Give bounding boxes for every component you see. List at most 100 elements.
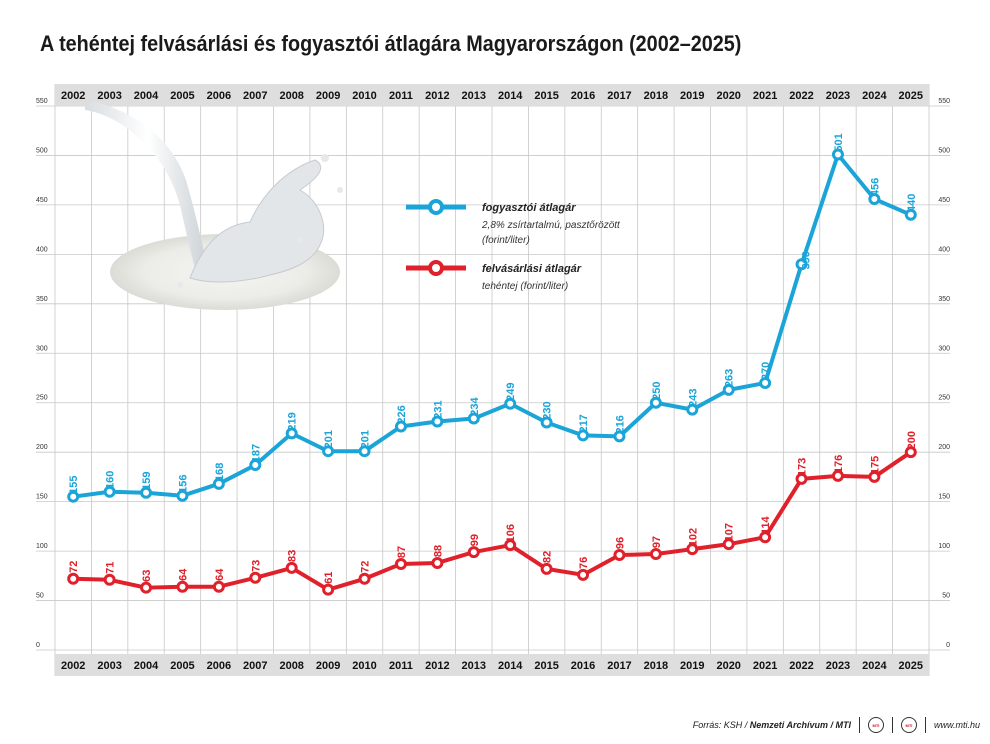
data-label: 243 [687,388,699,406]
x-tick-label: 2008 [279,660,303,672]
data-label: 231 [432,400,444,418]
data-label: 175 [869,456,881,474]
footer-separator [924,717,926,733]
x-tick-label: 2014 [498,660,523,672]
data-point [649,548,662,561]
data-label: 187 [250,444,262,462]
data-point [322,583,335,596]
data-point [285,427,298,440]
data-point [176,580,189,593]
data-point [577,429,590,442]
data-point [613,430,626,443]
data-label: 249 [505,383,517,401]
data-point [577,568,590,581]
data-point [722,383,735,396]
x-tick-label: 2019 [680,660,704,672]
data-label: 97 [651,536,663,548]
data-label: 159 [141,472,153,490]
x-tick-label: 2024 [862,90,887,102]
x-tick-label: 2002 [61,90,85,102]
data-label: 250 [651,382,663,400]
data-point [868,470,881,483]
data-point [212,580,225,593]
x-tick-label: 2019 [680,90,704,102]
x-tick-label: 2005 [170,660,194,672]
data-label: 96 [614,537,626,549]
x-tick-label: 2003 [97,660,121,672]
x-tick-label: 2012 [425,90,449,102]
data-point [759,531,772,544]
x-tick-label: 2025 [899,90,923,102]
x-tick-label: 2023 [826,90,850,102]
data-label: 263 [724,369,736,387]
legend-consumer-desc: 2,8% zsírtartalmú, pasztőrözött (forint/… [481,220,623,246]
website-link[interactable]: www.mti.hu [933,720,980,730]
data-point [358,572,371,585]
data-point [285,561,298,574]
year-band [55,654,929,676]
y-tick-label-right: 500 [938,147,950,154]
x-tick-label: 2003 [97,90,121,102]
data-label: 76 [578,557,590,569]
data-label: 156 [177,475,189,493]
data-point [103,485,116,498]
footer-separator [858,717,860,733]
data-point [795,258,808,271]
x-tick-label: 2013 [462,90,486,102]
legend-consumer-name: fogyasztói átlagár [482,202,576,214]
data-label: 173 [797,458,809,476]
x-tick-label: 2005 [170,90,194,102]
y-tick-label-left: 250 [36,395,48,402]
data-point [504,397,517,410]
data-label: 390 [801,251,813,269]
x-tick-label: 2006 [207,90,231,102]
milk-splash-illustration [85,100,343,310]
x-tick-label: 2017 [607,660,631,672]
data-label: 102 [687,528,699,546]
legend-consumer-desc-line2: (forint/liter) [482,235,530,246]
data-label: 72 [360,561,372,573]
y-tick-label-left: 100 [36,543,48,550]
source-credit: Forrás: KSH / Nemzeti Archívum / MTI [693,720,851,730]
x-tick-label: 2020 [716,660,740,672]
data-point [759,376,772,389]
y-tick-label-right: 250 [938,395,950,402]
y-tick-label-right: 350 [938,296,950,303]
x-tick-label: 2002 [61,660,85,672]
x-tick-label: 2012 [425,660,449,672]
data-label: 64 [177,568,189,581]
data-point [649,396,662,409]
footer: Forrás: KSH / Nemzeti Archívum / MTI MTI… [693,715,980,735]
x-tick-label: 2021 [753,660,777,672]
data-point [140,581,153,594]
legend-purchase-name: felvásárlási átlagár [482,263,582,275]
data-point [613,549,626,562]
x-tick-label: 2004 [134,90,159,102]
mti-logo-icon: MTI [867,717,884,733]
data-label: 63 [141,570,153,582]
data-label: 106 [505,524,517,542]
mti-logo-text: MTI [905,722,913,728]
x-tick-label: 2010 [352,90,376,102]
data-label: 226 [396,405,408,423]
data-point [358,445,371,458]
x-tick-label: 2024 [862,660,887,672]
data-label: 107 [724,523,736,541]
data-label: 155 [68,476,80,494]
data-label: 176 [833,455,845,473]
data-label: 82 [542,551,554,563]
data-label: 88 [432,545,444,557]
data-point [904,446,917,459]
x-tick-label: 2016 [571,90,595,102]
data-point [540,416,553,429]
x-tick-label: 2004 [134,660,159,672]
source-archive: Nemzeti Archívum / MTI [749,720,851,730]
data-label: 456 [869,178,881,196]
data-label: 234 [469,396,481,415]
y-tick-label-right: 150 [938,494,950,501]
x-tick-label: 2007 [243,660,267,672]
y-tick-label-right: 550 [938,98,950,105]
data-point [831,148,844,161]
footer-separator [891,717,893,733]
